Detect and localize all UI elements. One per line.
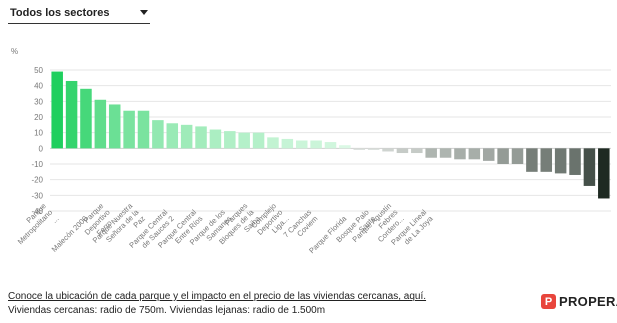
bar[interactable]: [324, 142, 337, 149]
bar[interactable]: [80, 88, 92, 149]
bar[interactable]: [497, 148, 509, 164]
y-tick-label: -10: [31, 160, 43, 169]
bar[interactable]: [367, 148, 380, 150]
properati-logo-icon: P: [541, 294, 556, 309]
bar[interactable]: [482, 148, 495, 161]
y-axis-label: %: [11, 47, 18, 56]
bar[interactable]: [166, 123, 179, 149]
parks-map-link[interactable]: Conoce la ubicación de cada parque y el …: [8, 291, 427, 302]
bar[interactable]: [180, 124, 193, 149]
bar[interactable]: [339, 145, 351, 149]
bar[interactable]: [209, 129, 222, 149]
y-tick-label: 50: [34, 66, 43, 75]
bar[interactable]: [94, 99, 107, 149]
x-tick-label: Parque AgustínFebresCordero...: [350, 201, 406, 257]
bar[interactable]: [468, 148, 481, 160]
sector-filter-label: Todos los sectores: [10, 6, 110, 19]
sector-filter-dropdown[interactable]: Todos los sectores: [8, 2, 150, 24]
bar[interactable]: [511, 148, 524, 164]
bar[interactable]: [108, 104, 121, 149]
bar[interactable]: [598, 148, 610, 199]
y-tick-label: 40: [34, 82, 43, 91]
brand-name: PROPERATI: [559, 294, 617, 309]
bar[interactable]: [425, 148, 437, 158]
y-tick-label: -40: [31, 207, 43, 216]
bar[interactable]: [540, 148, 553, 172]
y-axis-ticks: 50 40 30 20 10 0 -10 -20 -30 -40: [31, 66, 43, 216]
bar[interactable]: [411, 148, 423, 154]
bar-chart: % 50 40 30 20 10 0 -10 -20 -30 -40 ParqueMetropol…: [11, 47, 611, 257]
bar[interactable]: [123, 110, 135, 149]
x-tick-label: 7 CanchasCoviem: [281, 208, 319, 246]
bar[interactable]: [224, 131, 236, 149]
bar[interactable]: [454, 148, 466, 160]
y-tick-label: -20: [31, 176, 43, 185]
bar[interactable]: [569, 148, 581, 175]
x-tick-label-line: ...: [50, 214, 61, 225]
bar[interactable]: [583, 148, 596, 186]
bar[interactable]: [310, 140, 322, 149]
bars: [51, 71, 610, 199]
bar[interactable]: [382, 148, 394, 152]
y-tick-label: 30: [34, 97, 43, 106]
chevron-down-icon: [140, 10, 148, 15]
radius-note: Viviendas cercanas: radio de 750m. Vivie…: [8, 305, 326, 316]
bar[interactable]: [526, 148, 538, 172]
bar[interactable]: [238, 132, 250, 149]
bar[interactable]: [295, 140, 308, 149]
bar[interactable]: [51, 71, 63, 149]
brand-logo: P PROPERATI: [541, 294, 617, 309]
bar[interactable]: [396, 148, 409, 154]
bar[interactable]: [267, 137, 279, 149]
y-tick-label: -30: [31, 191, 43, 200]
bar[interactable]: [353, 148, 366, 150]
bar[interactable]: [137, 110, 150, 149]
x-axis-labels: ParqueMetropolitano...Malecón 2000Parque…: [16, 201, 435, 257]
bar[interactable]: [554, 148, 567, 174]
bar[interactable]: [195, 126, 207, 149]
bar[interactable]: [152, 120, 164, 149]
y-tick-label: 20: [34, 113, 43, 122]
y-tick-label: 0: [39, 144, 44, 153]
bar[interactable]: [439, 148, 452, 158]
y-tick-label: 10: [34, 129, 43, 138]
bar[interactable]: [65, 80, 78, 149]
bar[interactable]: [252, 132, 265, 149]
bar[interactable]: [281, 138, 294, 149]
